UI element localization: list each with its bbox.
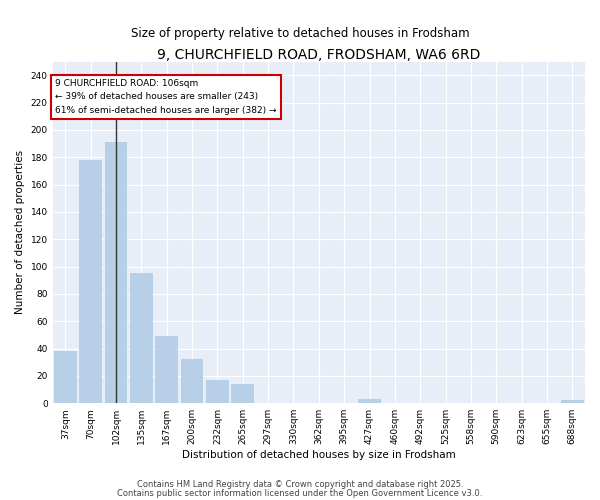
Bar: [79, 160, 102, 403]
Y-axis label: Number of detached properties: Number of detached properties: [15, 150, 25, 314]
Text: Size of property relative to detached houses in Frodsham: Size of property relative to detached ho…: [131, 28, 469, 40]
Bar: [130, 274, 153, 403]
Bar: [358, 399, 381, 403]
Title: 9, CHURCHFIELD ROAD, FRODSHAM, WA6 6RD: 9, CHURCHFIELD ROAD, FRODSHAM, WA6 6RD: [157, 48, 481, 62]
Bar: [54, 352, 77, 403]
Bar: [181, 360, 203, 403]
Bar: [206, 380, 229, 403]
Bar: [104, 142, 127, 403]
Bar: [155, 336, 178, 403]
Text: Contains HM Land Registry data © Crown copyright and database right 2025.: Contains HM Land Registry data © Crown c…: [137, 480, 463, 489]
Bar: [561, 400, 584, 403]
Text: 9 CHURCHFIELD ROAD: 106sqm
← 39% of detached houses are smaller (243)
61% of sem: 9 CHURCHFIELD ROAD: 106sqm ← 39% of deta…: [55, 80, 277, 114]
X-axis label: Distribution of detached houses by size in Frodsham: Distribution of detached houses by size …: [182, 450, 456, 460]
Text: Contains public sector information licensed under the Open Government Licence v3: Contains public sector information licen…: [118, 489, 482, 498]
Bar: [232, 384, 254, 403]
